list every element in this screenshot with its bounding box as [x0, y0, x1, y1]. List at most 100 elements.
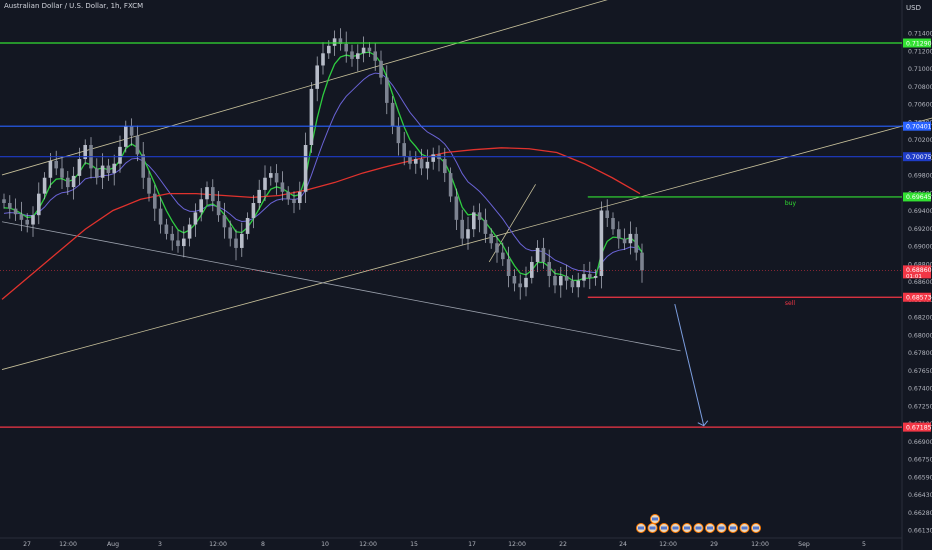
event-flag-icon[interactable] — [636, 523, 646, 533]
candle-body — [356, 53, 360, 59]
sell-level-tag — [903, 292, 931, 302]
candle-body — [263, 177, 267, 190]
x-tick-label: 8 — [261, 541, 265, 548]
level-blue-2-tag-label: 0.70075 — [906, 154, 932, 161]
candle-body — [588, 274, 592, 278]
candle-body — [54, 160, 58, 169]
candle-body — [495, 243, 499, 253]
candle-body — [570, 280, 575, 288]
candle-body — [559, 276, 563, 286]
currency-label: USD — [906, 4, 921, 12]
y-tick-label: 0.71200 — [908, 48, 932, 55]
candle-body — [460, 219, 464, 239]
y-tick-label: 0.69200 — [908, 226, 932, 233]
x-tick-label: 5 — [862, 541, 866, 548]
x-tick-label: 3 — [158, 541, 162, 548]
event-flag-icon[interactable] — [716, 523, 727, 533]
x-tick-label: 10 — [321, 541, 329, 548]
candle-body — [245, 217, 250, 234]
candle-body — [640, 252, 644, 271]
candle-body — [222, 215, 227, 228]
candle-body — [338, 38, 343, 44]
candle-body — [42, 177, 47, 194]
candle-body — [628, 233, 633, 244]
candle-body — [199, 199, 203, 213]
candle-body — [106, 165, 111, 174]
candle-body — [396, 126, 401, 144]
event-flag-icon[interactable] — [670, 523, 681, 533]
candle-body — [379, 60, 383, 78]
level-blue-1-tag — [903, 121, 931, 131]
event-flag-icon[interactable] — [647, 523, 658, 533]
candle-body — [547, 261, 551, 276]
candle-body — [576, 280, 580, 288]
trend-down-line — [1, 221, 681, 352]
candle-body — [402, 143, 406, 157]
candle-body — [274, 173, 279, 183]
time-axis[interactable]: 27 12:00 Aug 3 12:00 8 10 12:00 15 17 12:00 22 24 12:… — [23, 541, 866, 548]
x-tick-label: 12:00 — [659, 541, 677, 548]
candle-body — [541, 247, 546, 262]
projection-arrow — [674, 303, 705, 426]
candle-body — [443, 159, 447, 174]
event-flag-icon[interactable] — [739, 523, 750, 533]
candle-body — [141, 154, 145, 178]
event-flag-icon[interactable] — [682, 523, 692, 533]
event-flag-icon[interactable] — [728, 523, 738, 533]
candle-body — [153, 193, 157, 209]
y-tick-label: 0.70800 — [908, 84, 932, 91]
event-flag-icon[interactable] — [705, 523, 715, 533]
y-tick-label: 0.66750 — [908, 457, 932, 464]
candle-body — [135, 135, 140, 155]
event-flag-icon[interactable] — [650, 514, 660, 524]
candle-body — [158, 208, 163, 225]
candle-body — [321, 53, 325, 66]
event-markers[interactable] — [636, 514, 761, 533]
y-tick-label: 0.67250 — [908, 403, 932, 410]
y-tick-label: 0.66430 — [908, 492, 932, 499]
y-tick-label: 0.68600 — [908, 279, 932, 286]
channel-upper-line — [1, 0, 608, 176]
event-flag-icon[interactable] — [659, 523, 669, 533]
candle-body — [448, 173, 453, 197]
candles — [2, 28, 644, 300]
candle-body — [431, 154, 435, 162]
candle-body — [350, 51, 354, 59]
x-tick-label: Aug — [107, 541, 119, 548]
candle-body — [2, 199, 6, 204]
y-tick-label: 0.66590 — [908, 474, 932, 481]
candle-body — [582, 274, 586, 281]
candle-body — [385, 77, 389, 103]
candle-body — [611, 217, 615, 230]
candle-body — [634, 233, 638, 253]
candle-body — [599, 210, 604, 276]
x-tick-label: 12:00 — [508, 541, 526, 548]
resistance-top-tag — [903, 38, 931, 48]
candle-body — [315, 65, 319, 89]
candle-body — [390, 102, 395, 127]
y-tick-label: 0.69400 — [908, 208, 932, 215]
candle-body — [147, 177, 151, 194]
ema-fast-line — [3, 51, 643, 282]
y-tick-label: 0.68000 — [908, 332, 932, 339]
y-tick-label: 0.68800 — [908, 261, 932, 268]
event-flag-icon[interactable] — [751, 523, 761, 533]
x-tick-label: 12:00 — [359, 541, 377, 548]
candle-body — [506, 259, 511, 276]
candle-body — [251, 203, 256, 218]
candle-body — [112, 163, 116, 174]
candle-body — [280, 182, 285, 192]
candle-body — [472, 212, 476, 230]
candle-body — [240, 233, 244, 248]
candle-body — [419, 159, 424, 169]
candle-body — [298, 191, 302, 204]
candle-body — [129, 126, 134, 136]
price-axis[interactable]: 0.71400 0.71200 0.71000 0.70800 0.70600 0.704… — [903, 31, 932, 535]
candle-body — [617, 229, 621, 239]
x-tick-label: 22 — [559, 541, 567, 548]
x-tick-label: 24 — [619, 541, 627, 548]
x-tick-label: 12:00 — [209, 541, 227, 548]
event-flag-icon[interactable] — [693, 523, 704, 533]
candle-body — [524, 277, 528, 288]
